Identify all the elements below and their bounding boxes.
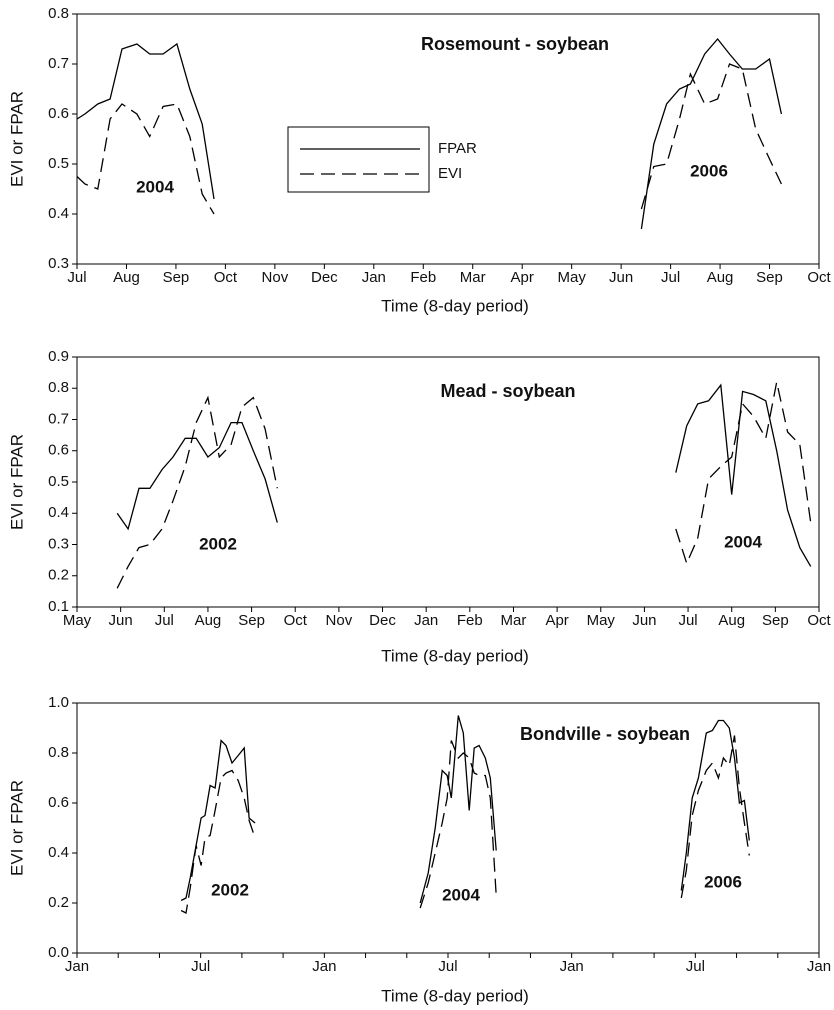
y-axis-label: EVI or FPAR bbox=[7, 780, 26, 876]
x-tick-label: Oct bbox=[807, 269, 831, 286]
series-line bbox=[116, 383, 812, 567]
x-tick-label: Aug bbox=[113, 269, 140, 286]
plot-frame bbox=[76, 702, 820, 954]
x-tick-label: Jul bbox=[678, 612, 697, 629]
x-tick-label: Jul bbox=[191, 958, 210, 975]
y-tick-label: 0.0 bbox=[48, 944, 69, 961]
x-tick-label: Jun bbox=[109, 612, 133, 629]
series-line bbox=[116, 381, 812, 589]
annotation: 2006 bbox=[704, 872, 742, 891]
x-tick-label: Jan bbox=[362, 269, 386, 286]
y-axis-label: EVI or FPAR bbox=[7, 91, 26, 187]
x-tick-label: May bbox=[587, 612, 616, 629]
x-tick-label: Nov bbox=[262, 269, 289, 286]
series-line bbox=[76, 63, 782, 215]
x-tick-label: May bbox=[63, 612, 92, 629]
x-tick-label: Jul bbox=[155, 612, 174, 629]
x-tick-label: Jul bbox=[686, 958, 705, 975]
y-tick-label: 0.8 bbox=[48, 5, 69, 22]
y-tick-label: 0.4 bbox=[48, 844, 69, 861]
panel: 0.3 0.4 0.5 0.6 0.7 0.8 Jul Aug Sep Oct Nov Dec Jan F… bbox=[7, 5, 831, 316]
x-tick-label: May bbox=[557, 269, 586, 286]
y-tick-label: 0.4 bbox=[48, 504, 69, 521]
series-line bbox=[76, 37, 783, 230]
x-tick-label: Apr bbox=[511, 269, 534, 286]
x-tick-label: Jan bbox=[560, 958, 584, 975]
x-tick-label: Jan bbox=[65, 958, 89, 975]
x-tick-label: Jul bbox=[661, 269, 680, 286]
x-tick-label: Feb bbox=[457, 612, 483, 629]
x-axis-label: Time (8-day period) bbox=[381, 296, 529, 315]
legend-label: FPAR bbox=[438, 140, 477, 157]
chart-title: Rosemount - soybean bbox=[421, 34, 609, 54]
annotation: 2002 bbox=[199, 534, 237, 553]
x-tick-label: Sep bbox=[163, 269, 190, 286]
x-tick-label: Mar bbox=[460, 269, 486, 286]
annotation: 2002 bbox=[211, 880, 249, 899]
y-tick-label: 0.6 bbox=[48, 794, 69, 811]
y-tick-label: 0.7 bbox=[48, 410, 69, 427]
annotation: 2004 bbox=[442, 885, 480, 904]
x-tick-label: Jul bbox=[438, 958, 457, 975]
y-tick-label: 0.5 bbox=[48, 155, 69, 172]
series-line bbox=[180, 735, 750, 914]
y-tick-label: 0.5 bbox=[48, 473, 69, 490]
x-tick-label: Apr bbox=[545, 612, 568, 629]
y-axis-label: EVI or FPAR bbox=[7, 434, 26, 530]
panel: 0.0 0.2 0.4 0.6 0.8 1.0 Jan Jul Jan Jul Jan Jul Jan B… bbox=[7, 694, 831, 1006]
y-tick-label: 0.6 bbox=[48, 105, 69, 122]
chart-title: Mead - soybean bbox=[440, 381, 575, 401]
x-tick-label: Aug bbox=[707, 269, 734, 286]
x-tick-label: Jan bbox=[312, 958, 336, 975]
legend-box bbox=[287, 126, 430, 193]
x-tick-label: Jan bbox=[414, 612, 438, 629]
x-tick-label: Oct bbox=[807, 612, 831, 629]
y-tick-label: 0.3 bbox=[48, 535, 69, 552]
annotation: 2006 bbox=[690, 161, 728, 180]
x-tick-label: Jun bbox=[609, 269, 633, 286]
x-tick-label: Jun bbox=[632, 612, 656, 629]
y-tick-label: 0.8 bbox=[48, 744, 69, 761]
x-tick-label: Jan bbox=[807, 958, 831, 975]
y-tick-label: 0.2 bbox=[48, 894, 69, 911]
x-tick-label: Mar bbox=[501, 612, 527, 629]
y-tick-label: 0.9 bbox=[48, 348, 69, 365]
y-tick-label: 0.1 bbox=[48, 598, 69, 615]
x-tick-label: Dec bbox=[369, 612, 396, 629]
x-tick-label: Sep bbox=[762, 612, 789, 629]
x-tick-label: Oct bbox=[284, 612, 308, 629]
y-tick-label: 0.3 bbox=[48, 255, 69, 272]
y-tick-label: 1.0 bbox=[48, 694, 69, 711]
x-tick-label: Sep bbox=[756, 269, 783, 286]
chart-title: Bondville - soybean bbox=[520, 724, 690, 744]
annotation: 2004 bbox=[136, 177, 174, 196]
x-tick-label: Oct bbox=[214, 269, 238, 286]
y-tick-label: 0.7 bbox=[48, 55, 69, 72]
y-tick-label: 0.4 bbox=[48, 205, 69, 222]
panel: 0.1 0.2 0.3 0.4 0.5 0.6 0.7 0.8 0.9 May Jun Jul Aug S… bbox=[7, 348, 831, 666]
x-tick-label: Aug bbox=[195, 612, 222, 629]
x-tick-label: Jul bbox=[67, 269, 86, 286]
legend-label: EVI bbox=[438, 165, 462, 182]
y-tick-label: 0.2 bbox=[48, 567, 69, 584]
x-tick-label: Feb bbox=[410, 269, 436, 286]
x-tick-label: Sep bbox=[238, 612, 265, 629]
y-tick-label: 0.6 bbox=[48, 442, 69, 459]
y-tick-label: 0.8 bbox=[48, 379, 69, 396]
x-axis-label: Time (8-day period) bbox=[381, 986, 529, 1005]
plot-frame bbox=[76, 13, 820, 265]
x-tick-label: Aug bbox=[718, 612, 745, 629]
x-tick-label: Dec bbox=[311, 269, 338, 286]
x-axis-label: Time (8-day period) bbox=[381, 646, 529, 665]
series-line bbox=[180, 715, 750, 904]
annotation: 2004 bbox=[724, 532, 762, 551]
x-tick-label: Nov bbox=[326, 612, 353, 629]
